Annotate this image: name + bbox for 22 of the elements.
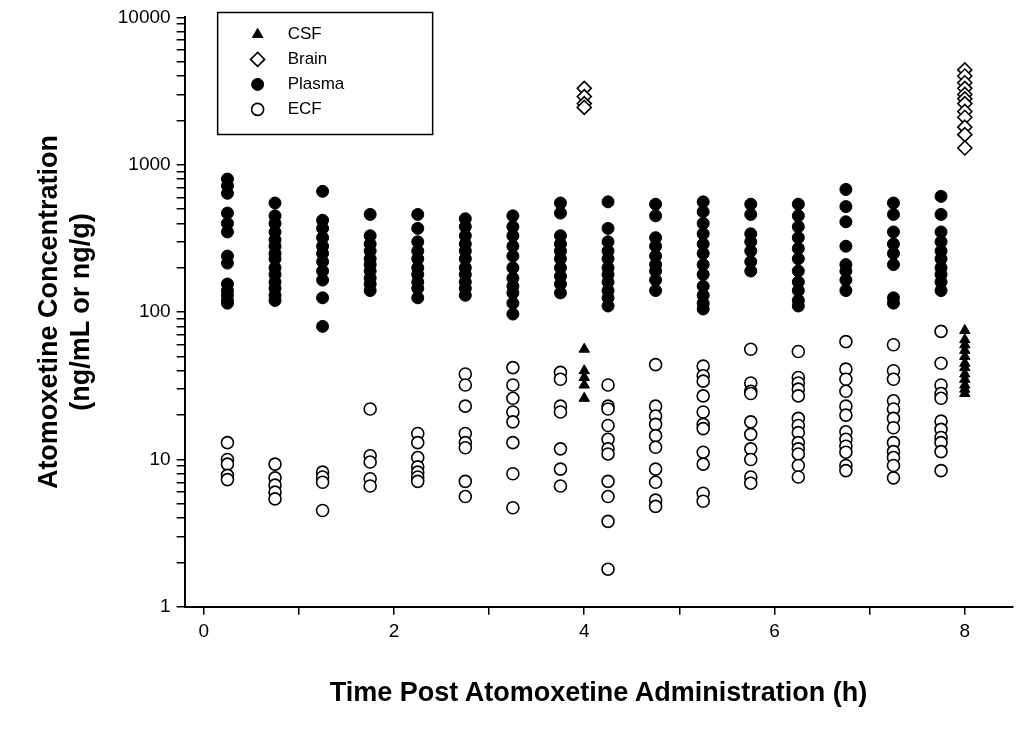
legend-label: ECF (287, 99, 322, 119)
y-tick-label: 100 (138, 300, 171, 322)
x-tick-label: 8 (959, 620, 971, 642)
x-tick-label: 4 (578, 620, 590, 642)
y-tick-label: 10000 (117, 5, 171, 27)
y-tick-label: 10 (149, 447, 171, 469)
point (578, 391, 590, 402)
legend-label: Brain (287, 49, 328, 69)
x-axis-title: Time Post Atomoxetine Administration (h) (329, 677, 868, 708)
x-tick-label: 6 (769, 620, 780, 642)
x-tick-label: 0 (198, 620, 209, 642)
y-tick-label: 1000 (128, 152, 171, 174)
legend-label: CSF (287, 24, 322, 44)
y-axis-title: Atomoxetine Concentration (ng/mL or ng/g) (32, 135, 96, 490)
x-tick-label: 2 (388, 620, 400, 642)
point (576, 99, 593, 116)
y-tick-label: 1 (160, 595, 171, 617)
point (957, 126, 973, 143)
legend-label: Plasma (287, 74, 345, 94)
point (959, 324, 971, 335)
point (578, 342, 590, 353)
point (957, 140, 973, 156)
